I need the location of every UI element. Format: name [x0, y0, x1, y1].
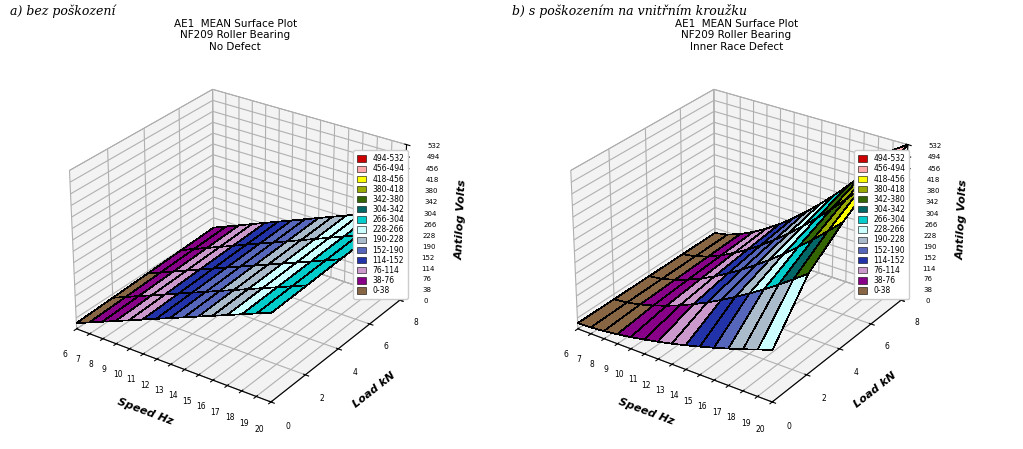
Text: b) s poškozením na vnitřním kroužku: b) s poškozením na vnitřním kroužku: [512, 4, 747, 18]
Y-axis label: Load kN: Load kN: [852, 370, 898, 409]
Text: a) bez poškození: a) bez poškození: [10, 4, 116, 18]
Title: AE1  MEAN Surface Plot
NF209 Roller Bearing
Inner Race Defect: AE1 MEAN Surface Plot NF209 Roller Beari…: [675, 19, 798, 52]
Y-axis label: Load kN: Load kN: [351, 370, 397, 409]
X-axis label: Speed Hz: Speed Hz: [617, 396, 675, 427]
Legend: 494-532, 456-494, 418-456, 380-418, 342-380, 304-342, 266-304, 228-266, 190-228,: 494-532, 456-494, 418-456, 380-418, 342-…: [353, 150, 408, 299]
Legend: 494-532, 456-494, 418-456, 380-418, 342-380, 304-342, 266-304, 228-266, 190-228,: 494-532, 456-494, 418-456, 380-418, 342-…: [854, 150, 909, 299]
Title: AE1  MEAN Surface Plot
NF209 Roller Bearing
No Defect: AE1 MEAN Surface Plot NF209 Roller Beari…: [174, 19, 297, 52]
X-axis label: Speed Hz: Speed Hz: [116, 396, 174, 427]
